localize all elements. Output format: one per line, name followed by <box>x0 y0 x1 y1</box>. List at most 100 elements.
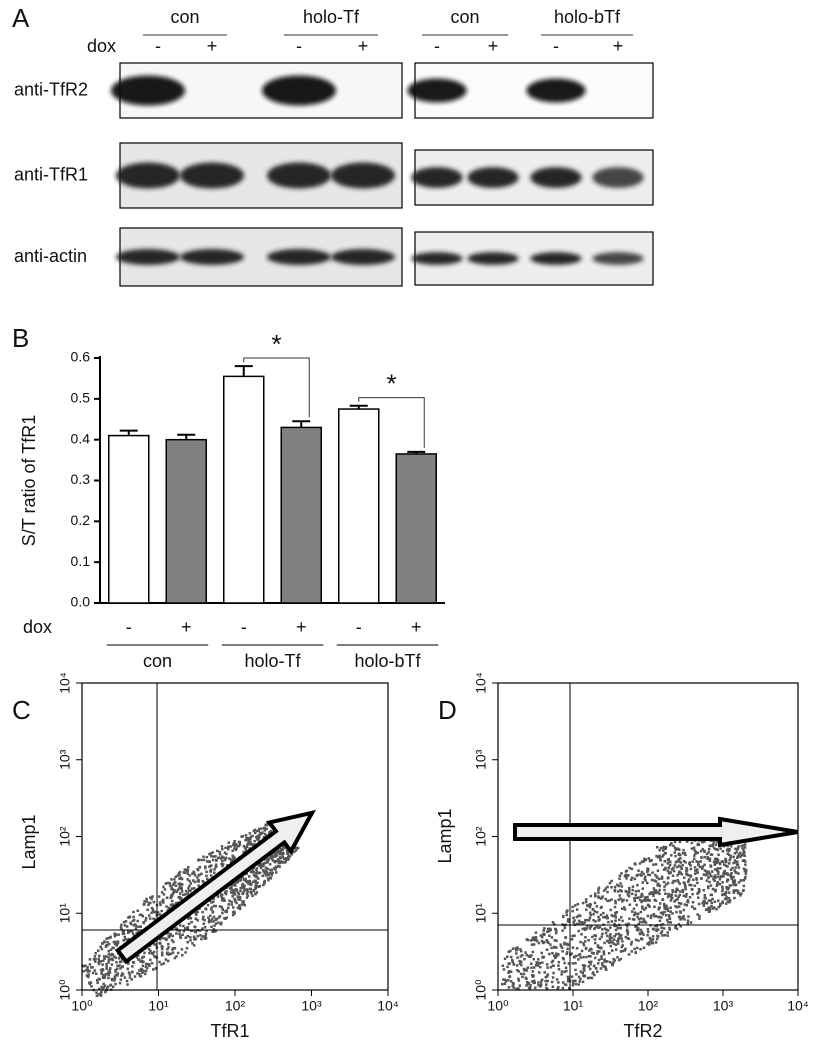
density-dot <box>646 881 649 885</box>
density-dot <box>275 851 278 855</box>
density-dot <box>698 914 701 918</box>
density-dot <box>152 968 155 971</box>
density-dot <box>187 887 190 890</box>
density-dot <box>189 936 192 939</box>
density-dot <box>595 925 599 928</box>
density-dot <box>187 866 190 869</box>
density-dot <box>557 986 560 989</box>
density-dot <box>100 947 104 951</box>
density-dot <box>597 926 600 929</box>
density-dot <box>144 965 148 968</box>
density-dot <box>681 890 685 894</box>
density-dot <box>737 853 741 857</box>
density-dot <box>686 880 690 883</box>
density-dot <box>694 850 698 854</box>
density-dot <box>132 924 136 927</box>
density-dot <box>511 984 514 988</box>
density-dot <box>179 935 182 938</box>
density-dot <box>551 951 554 955</box>
x-tick-label: 10⁰ <box>487 998 509 1014</box>
panel-letter: B <box>12 323 29 353</box>
density-dot <box>679 865 682 869</box>
density-dot <box>514 947 517 950</box>
density-dot <box>244 834 248 837</box>
density-dot <box>209 920 212 923</box>
density-dot <box>625 869 629 873</box>
density-dot <box>278 865 281 868</box>
density-dot <box>663 847 666 851</box>
density-dot <box>283 846 286 849</box>
density-dot <box>545 948 549 951</box>
density-dot <box>601 963 604 967</box>
density-dot <box>612 961 615 964</box>
density-dot <box>103 976 107 979</box>
density-dot <box>264 870 267 874</box>
density-dot <box>253 879 257 882</box>
density-dot <box>143 951 146 955</box>
density-dot <box>604 965 607 968</box>
density-dot <box>736 860 739 863</box>
density-dot <box>216 895 220 898</box>
density-dot <box>285 849 289 852</box>
density-dot <box>575 908 579 911</box>
density-dot <box>719 875 723 879</box>
density-dot <box>726 848 729 851</box>
density-dot <box>82 970 85 973</box>
density-dot <box>210 864 213 867</box>
density-dot <box>568 987 571 990</box>
density-dot <box>744 869 748 873</box>
density-dot <box>541 961 544 964</box>
density-dot <box>655 937 659 941</box>
density-dot <box>660 930 664 933</box>
density-dot <box>717 899 720 902</box>
density-dot <box>627 874 630 877</box>
density-dot <box>736 856 739 859</box>
density-dot <box>648 859 652 863</box>
density-dot <box>255 884 259 888</box>
density-dot <box>552 971 555 975</box>
density-dot <box>648 899 651 902</box>
density-dot <box>695 860 698 863</box>
density-dot <box>612 957 615 961</box>
density-dot <box>673 846 677 850</box>
density-dot <box>86 968 89 972</box>
density-dot <box>583 921 586 924</box>
density-dot <box>121 965 124 969</box>
density-dot <box>565 913 568 917</box>
density-dot <box>699 849 703 853</box>
density-dot <box>534 938 538 941</box>
density-dot <box>231 854 234 858</box>
density-dot <box>273 851 276 854</box>
density-dot <box>102 955 106 958</box>
density-dot <box>245 872 249 876</box>
density-dot <box>579 956 582 959</box>
density-dot <box>223 899 226 902</box>
density-dot <box>168 882 171 885</box>
density-dot <box>186 872 189 875</box>
density-dot <box>609 926 612 929</box>
density-dot <box>628 889 631 892</box>
density-dot <box>678 848 681 851</box>
density-dot <box>90 966 93 969</box>
density-dot <box>697 843 701 846</box>
density-dot <box>531 980 534 983</box>
density-dot <box>703 840 706 843</box>
density-dot <box>139 960 142 963</box>
density-dot <box>105 965 108 969</box>
blot-band <box>592 167 644 188</box>
density-dot <box>702 873 706 876</box>
density-dot <box>634 912 637 916</box>
density-dot <box>95 994 99 998</box>
density-dot <box>178 873 181 877</box>
density-dot <box>643 908 646 911</box>
density-dot <box>197 859 200 862</box>
density-dot <box>656 884 659 887</box>
density-dot <box>705 908 708 912</box>
density-dot <box>623 908 627 911</box>
density-dot <box>251 894 254 897</box>
density-dot <box>186 892 189 895</box>
density-dot <box>694 872 697 876</box>
density-dot <box>511 960 514 964</box>
density-dot <box>640 938 644 941</box>
density-dot <box>726 865 729 868</box>
